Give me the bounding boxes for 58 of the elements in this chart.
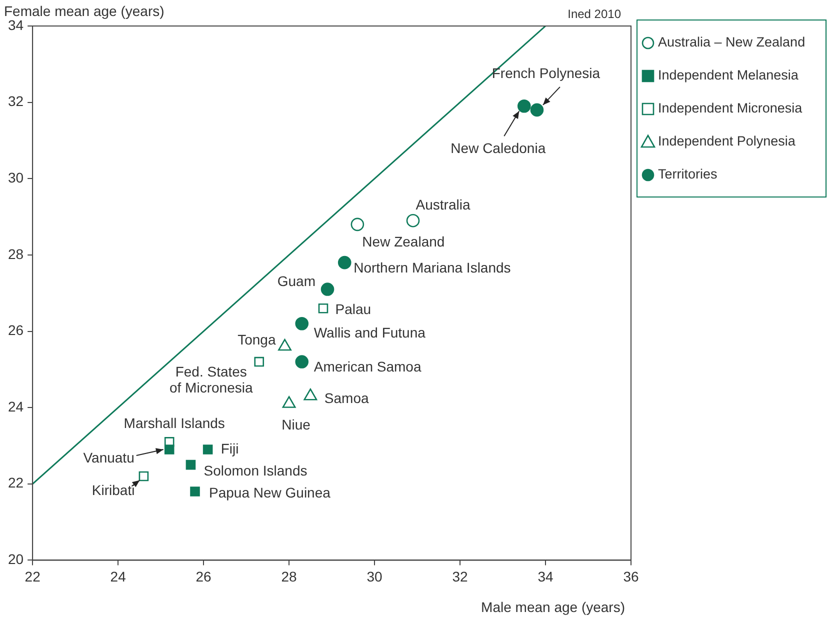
x-tick-label: 24: [110, 568, 126, 584]
point: [338, 256, 352, 270]
x-tick-label: 22: [24, 568, 41, 584]
point: [138, 471, 149, 482]
legend-label: Australia – New Zealand: [658, 34, 806, 50]
annotation: Niue: [282, 416, 311, 433]
point: [202, 444, 213, 454]
x-tick-label: 26: [196, 568, 212, 584]
y-tick-label: 28: [8, 246, 24, 262]
annotation: Vanuatu: [83, 449, 134, 466]
annotation: French Polynesia: [492, 64, 600, 81]
y-axis-title: Female mean age (years): [4, 3, 164, 19]
annotation: Palau: [335, 301, 372, 318]
y-tick-label: 32: [8, 93, 24, 110]
point: [164, 444, 174, 454]
point: [318, 303, 328, 314]
x-tick-label: 32: [452, 568, 468, 584]
annotation: Tonga: [238, 331, 276, 348]
annotation: Wallis and Futuna: [314, 324, 426, 340]
point: [350, 218, 364, 232]
x-axis-title: Male mean age (years): [481, 599, 625, 616]
point: [295, 316, 309, 330]
annotation: Fed. States of Micronesia: [169, 364, 253, 396]
point: [186, 460, 196, 470]
annotation: American Samoa: [314, 358, 422, 375]
annotation: Fiji: [220, 440, 239, 456]
legend-label: Independent Melanesia: [658, 68, 799, 83]
x-tick-label: 30: [366, 568, 383, 584]
annotation: New Zealand: [362, 233, 445, 250]
annotation: Guam: [277, 273, 316, 290]
annotation: Solomon Islands: [204, 462, 308, 479]
annotation: New Caledonia: [450, 140, 546, 156]
y-tick-label: 20: [8, 551, 24, 568]
point: [190, 486, 200, 496]
annotation: Samoa: [324, 390, 369, 406]
point: [254, 356, 264, 367]
point: [406, 214, 420, 228]
y-tick-label: 30: [8, 169, 24, 186]
x-tick-label: 34: [538, 568, 554, 584]
y-tick-label: 24: [8, 398, 24, 414]
point: [295, 355, 309, 368]
point: [320, 282, 334, 296]
annotation: Kiribati: [92, 482, 135, 498]
y-tick-label: 26: [8, 322, 24, 338]
x-tick-label: 28: [281, 568, 298, 584]
y-tick-label: 34: [8, 16, 24, 33]
legend-label: Independent Micronesia: [658, 100, 803, 116]
text: Ined 2010: [568, 7, 622, 21]
point: [530, 103, 544, 117]
y-tick-label: 22: [8, 474, 24, 491]
annotation: Northern Mariana Islands: [354, 259, 511, 276]
legend-label: Independent Polynesia: [658, 134, 796, 149]
annotation: Marshall Islands: [124, 414, 225, 431]
legend-label: Territories: [658, 166, 718, 182]
x-tick-label: 36: [623, 568, 639, 584]
point: [517, 99, 531, 113]
annotation: Papua New Guinea: [209, 484, 331, 500]
annotation: Australia: [416, 196, 470, 212]
